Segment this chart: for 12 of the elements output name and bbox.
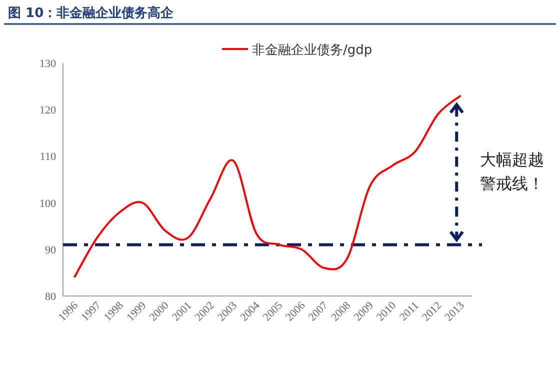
y-tick-label: 130 [40, 58, 56, 70]
y-tick-label: 110 [40, 151, 56, 164]
text: 警戒线！ [480, 174, 544, 193]
text: 大幅超越 [480, 150, 544, 169]
legend-label: 非金融企业债务/gdp [252, 43, 372, 58]
x-tick-label: 2001 [170, 300, 194, 324]
title: 图 10：非金融企业债务高企 [8, 6, 174, 21]
y-tick-label: 90 [45, 244, 56, 256]
y-tick-label: 120 [40, 104, 56, 117]
y-tick-label: 100 [40, 198, 56, 210]
y-tick-label: 80 [45, 291, 56, 303]
x-tick-label: 2011 [398, 300, 422, 324]
